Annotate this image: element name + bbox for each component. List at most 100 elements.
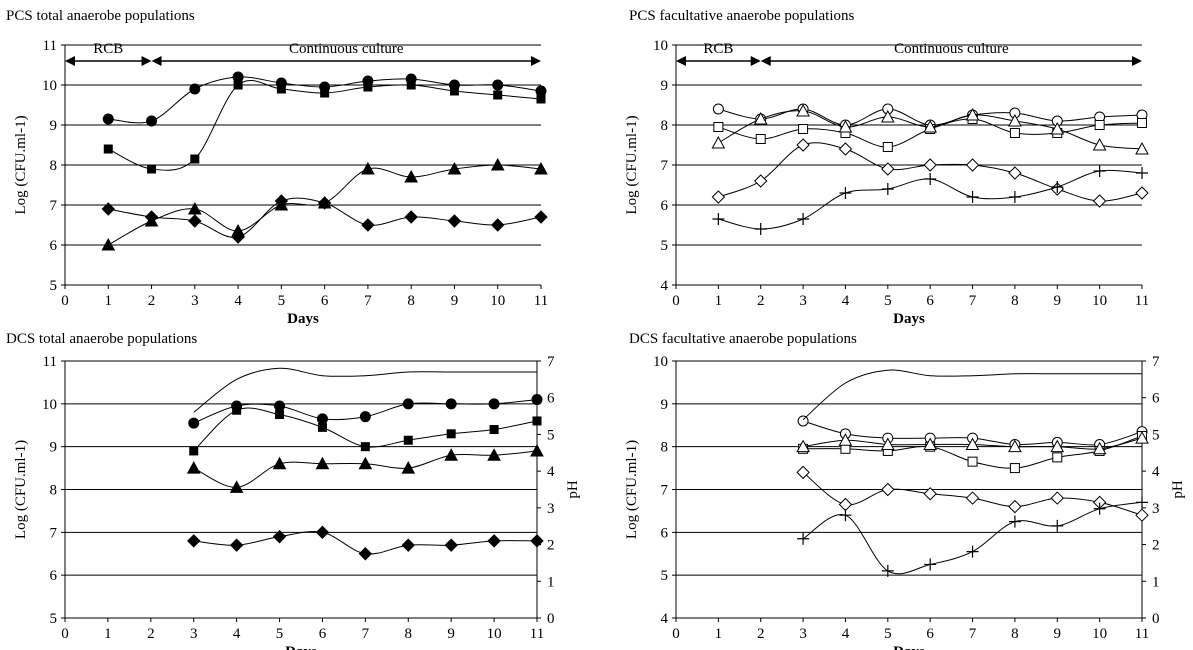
series-4-point-7: 6.2 bbox=[1008, 191, 1021, 203]
series-3-point-5: 7.05 bbox=[317, 196, 332, 210]
y2-tick-label: 0 bbox=[547, 611, 555, 627]
series-1-point-6: 9.3 bbox=[446, 429, 456, 439]
series-2-point-7: 7.95 bbox=[1092, 441, 1107, 455]
phase-arrow-head bbox=[531, 56, 541, 66]
chart-dcs-facultative: DCS facultative anaerobe populations 4 5 6… bbox=[605, 325, 1193, 650]
x-tick-label: 8 bbox=[1011, 293, 1019, 309]
y-tick-label: 8 bbox=[661, 118, 669, 134]
ph-line bbox=[802, 369, 1142, 421]
series-3-point-3: 6.9 bbox=[923, 487, 937, 501]
x-tick-label: 6 bbox=[319, 626, 327, 642]
series-2-point-8: 8.9 bbox=[530, 443, 544, 457]
y2-tick-label: 3 bbox=[1152, 501, 1160, 517]
x-axis-label: Days bbox=[285, 644, 317, 650]
y-tick-label: 5 bbox=[661, 238, 669, 254]
x-tick-label: 10 bbox=[490, 293, 505, 309]
y-tick-label: 9 bbox=[661, 78, 669, 94]
y2-tick-label: 6 bbox=[1152, 391, 1160, 407]
series-4-point-4: 6.4 bbox=[881, 183, 894, 195]
x-tick-label: 9 bbox=[451, 293, 459, 309]
x-tick-label: 6 bbox=[926, 293, 934, 309]
x-tick-label: 8 bbox=[1011, 626, 1019, 642]
series-3-point-6: 7 bbox=[965, 158, 980, 172]
y-tick-label: 9 bbox=[50, 118, 58, 134]
series-1-point-0: 8.9 bbox=[189, 446, 199, 456]
series-3-point-7: 6.8 bbox=[487, 534, 501, 548]
series-3-point-1: 6.7 bbox=[229, 538, 244, 552]
x-tick-label: 1 bbox=[105, 293, 113, 309]
y2-tick-label: 5 bbox=[1152, 427, 1160, 443]
x-tick-label: 7 bbox=[969, 626, 977, 642]
series-3-point-6: 6.5 bbox=[361, 218, 375, 232]
series-2-point-6: 8.25 bbox=[965, 107, 980, 121]
series-3-line bbox=[718, 142, 1143, 202]
y-tick-label: 4 bbox=[661, 611, 669, 627]
series-2-point-4: 8.2 bbox=[880, 109, 895, 123]
series-3-point-8: 6.4 bbox=[1135, 508, 1149, 522]
y-axis-label: Log (CFU.ml-1) bbox=[13, 440, 29, 539]
series-3-point-3: 7 bbox=[315, 525, 330, 540]
series-2-point-6: 8.8 bbox=[444, 448, 459, 461]
series-3-point-0: 6.9 bbox=[101, 202, 115, 216]
series-3-point-0: 7.4 bbox=[796, 465, 810, 480]
series-0-point-4: 9.7 bbox=[359, 411, 371, 423]
series-3-point-0: 6.2 bbox=[711, 190, 726, 204]
y-tick-label: 10 bbox=[653, 354, 668, 370]
series-2-point-3: 7.95 bbox=[838, 119, 853, 133]
phase-label: RCB bbox=[93, 41, 123, 57]
phase-label: Continuous culture bbox=[289, 41, 404, 57]
x-tick-label: 2 bbox=[757, 626, 765, 642]
series-1-point-3: 10 bbox=[233, 80, 243, 90]
series-1-point-5: 9.8 bbox=[320, 88, 330, 98]
series-2-point-10: 7.9 bbox=[534, 161, 548, 175]
series-1-point-7: 9.4 bbox=[489, 425, 499, 435]
x-tick-label: 0 bbox=[672, 293, 680, 309]
series-1-point-6: 9.95 bbox=[363, 82, 373, 92]
series-0-point-7: 10 bbox=[488, 398, 500, 410]
y2-axis-label: pH bbox=[565, 480, 581, 499]
series-0-point-0: 9.55 bbox=[188, 417, 200, 429]
series-1-point-1: 7.65 bbox=[755, 134, 766, 144]
chart-title: DCS facultative anaerobe populations bbox=[629, 331, 857, 347]
y-tick-label: 8 bbox=[661, 440, 669, 456]
series-1-point-2: 8.15 bbox=[190, 154, 200, 164]
series-4-point-0: 5.85 bbox=[797, 532, 810, 545]
x-tick-label: 11 bbox=[530, 626, 544, 642]
x-tick-label: 10 bbox=[487, 626, 502, 642]
phase-label: Continuous culture bbox=[894, 41, 1009, 57]
x-tick-label: 5 bbox=[884, 293, 892, 309]
x-tick-label: 3 bbox=[190, 626, 198, 642]
y2-tick-label: 6 bbox=[547, 391, 555, 407]
y-tick-label: 5 bbox=[50, 611, 58, 627]
phase-arrow-head bbox=[141, 56, 152, 66]
x-axis-label: Days bbox=[893, 311, 925, 327]
x-tick-label: 5 bbox=[884, 626, 892, 642]
chart-pcs-total: PCS total anaerobe populations 5 6 7 8 9 10 11… bbox=[0, 0, 590, 327]
series-3-point-1: 6.6 bbox=[754, 174, 768, 188]
x-tick-label: 1 bbox=[715, 626, 723, 642]
series-0-point-0: 9.15 bbox=[102, 113, 114, 125]
series-2-point-0: 8.5 bbox=[186, 461, 201, 474]
y-tick-label: 11 bbox=[43, 354, 57, 370]
y-tick-label: 10 bbox=[42, 397, 57, 413]
series-4-point-9: 6.85 bbox=[1093, 165, 1106, 177]
series-3-point-1: 6.65 bbox=[838, 497, 853, 512]
series-2-point-5: 8.5 bbox=[401, 461, 416, 474]
series-1-point-4: 9.9 bbox=[276, 84, 286, 94]
series-1-point-10: 9.65 bbox=[536, 94, 546, 104]
series-2-point-8: 8.2 bbox=[1135, 431, 1149, 444]
series-4-point-10: 6.8 bbox=[1136, 167, 1148, 179]
series-0-point-5: 10 bbox=[402, 398, 414, 410]
series-4-point-5: 6.25 bbox=[1008, 515, 1021, 528]
series-2-point-7: 7.7 bbox=[404, 169, 419, 183]
series-2-point-1: 8.05 bbox=[229, 480, 244, 493]
series-1-point-10: 8.05 bbox=[1137, 118, 1147, 128]
series-4-point-6: 6.15 bbox=[1051, 519, 1064, 532]
series-2-point-8: 7.9 bbox=[447, 161, 462, 175]
series-3-point-7: 6.8 bbox=[1008, 166, 1022, 180]
x-tick-label: 11 bbox=[1135, 626, 1149, 642]
series-2-point-4: 8.05 bbox=[965, 437, 980, 451]
series-1-point-9: 9.75 bbox=[493, 90, 503, 100]
